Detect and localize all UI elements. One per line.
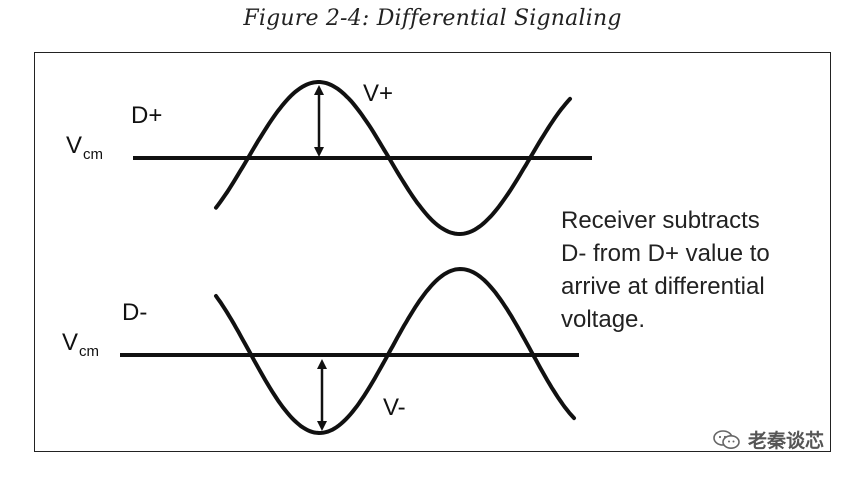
dplus-label: D+ <box>131 102 163 129</box>
dplus-vcm-label: Vcm <box>66 132 103 163</box>
watermark-text: 老秦谈芯 <box>748 430 825 452</box>
dplus-vcm-sub: cm <box>83 146 104 163</box>
note-line: arrive at differential <box>561 273 765 300</box>
dminus-label: D- <box>122 299 148 326</box>
dminus-amplitude-label: V- <box>383 394 406 421</box>
dplus-vcm-main: V <box>66 132 83 159</box>
dplus-amplitude-label: V+ <box>363 80 394 107</box>
receiver-note: Receiver subtracts D- from D+ value to a… <box>561 204 831 336</box>
dminus-vcm-sub: cm <box>79 343 100 360</box>
wechat-logo-icon <box>713 429 740 449</box>
note-line: D- from D+ value to <box>561 240 770 267</box>
dplus-waveform <box>214 80 572 237</box>
dminus-waveform <box>214 266 576 436</box>
diagram-frame <box>34 52 831 452</box>
dminus-vcm-main: V <box>62 329 79 356</box>
note-line: Receiver subtracts <box>561 207 760 234</box>
dminus-vcm-label: Vcm <box>62 329 99 360</box>
note-line: voltage. <box>561 306 646 333</box>
watermark: 老秦谈芯 <box>712 426 824 453</box>
figure-title: Figure 2-4: Differential Signaling <box>243 6 622 31</box>
